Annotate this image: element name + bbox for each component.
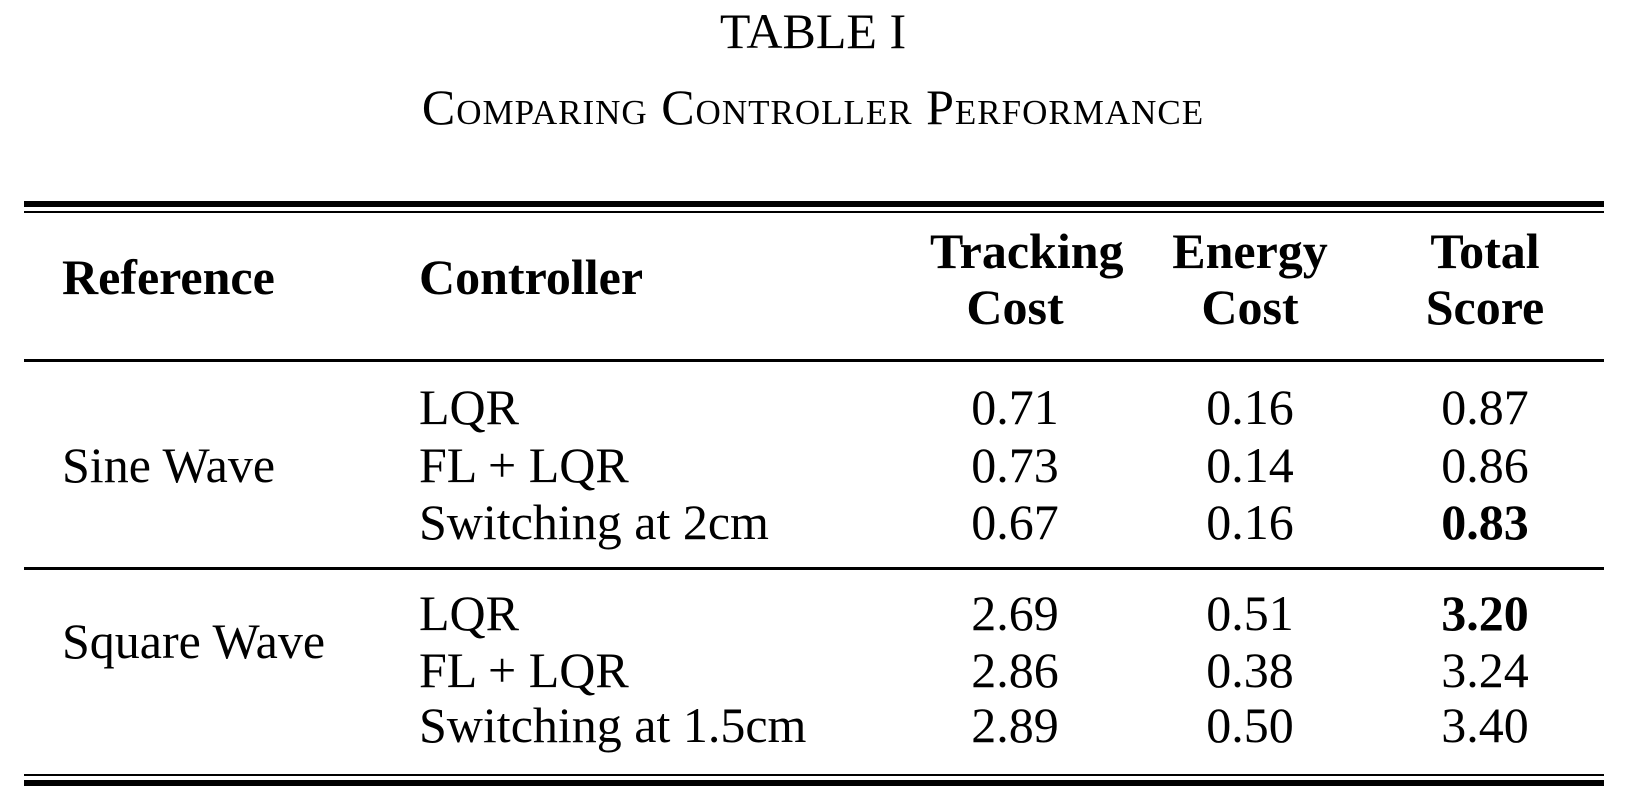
table-row-energy: 0.50 [1206, 697, 1294, 753]
table-row-energy: 0.38 [1206, 642, 1294, 698]
table-row-energy: 0.14 [1206, 437, 1294, 493]
table-row-energy: 0.16 [1206, 494, 1294, 550]
table-row-total-best: 3.20 [1441, 585, 1529, 641]
table-row-energy: 0.16 [1206, 379, 1294, 435]
header-energy-line2: Cost [1201, 279, 1299, 335]
table-row-controller: FL + LQR [419, 642, 629, 698]
table-row-tracking: 2.86 [971, 642, 1059, 698]
header-tracking-line2: Cost [966, 279, 1064, 335]
table-row-tracking: 0.67 [971, 494, 1059, 550]
top-rule-thin [24, 211, 1604, 213]
bottom-rule-thin [24, 774, 1604, 776]
group-rule [24, 567, 1604, 570]
table-row-total-best: 0.83 [1441, 494, 1529, 550]
header-tracking-line1: Tracking [930, 223, 1124, 279]
table-row-tracking: 2.89 [971, 697, 1059, 753]
table-caption: Comparing Controller Performance [421, 79, 1205, 135]
table-row-tracking: 0.71 [971, 379, 1059, 435]
header-rule [24, 359, 1604, 362]
group-reference-sine: Sine Wave [62, 437, 276, 493]
group-reference-square: Square Wave [62, 613, 326, 669]
header-reference: Reference [62, 249, 275, 305]
top-rule-thick [24, 201, 1604, 207]
table-row-controller: Switching at 2cm [419, 494, 769, 550]
header-total-line1: Total [1430, 223, 1540, 279]
bottom-rule-thick [24, 780, 1604, 786]
table-row-total: 3.24 [1441, 642, 1529, 698]
header-controller: Controller [419, 249, 644, 305]
table-row-total: 0.87 [1441, 379, 1529, 435]
table-row-energy: 0.51 [1206, 585, 1294, 641]
header-energy-line1: Energy [1172, 223, 1328, 279]
table-row-controller: FL + LQR [419, 437, 629, 493]
table-row-controller: LQR [419, 379, 519, 435]
table-row-controller: Switching at 1.5cm [419, 697, 807, 753]
table-row-tracking: 2.69 [971, 585, 1059, 641]
table-row-tracking: 0.73 [971, 437, 1059, 493]
table-row-total: 0.86 [1441, 437, 1529, 493]
header-total-line2: Score [1425, 279, 1545, 335]
table-number: TABLE I [719, 3, 907, 59]
table-row-controller: LQR [419, 585, 519, 641]
table-row-total: 3.40 [1441, 697, 1529, 753]
